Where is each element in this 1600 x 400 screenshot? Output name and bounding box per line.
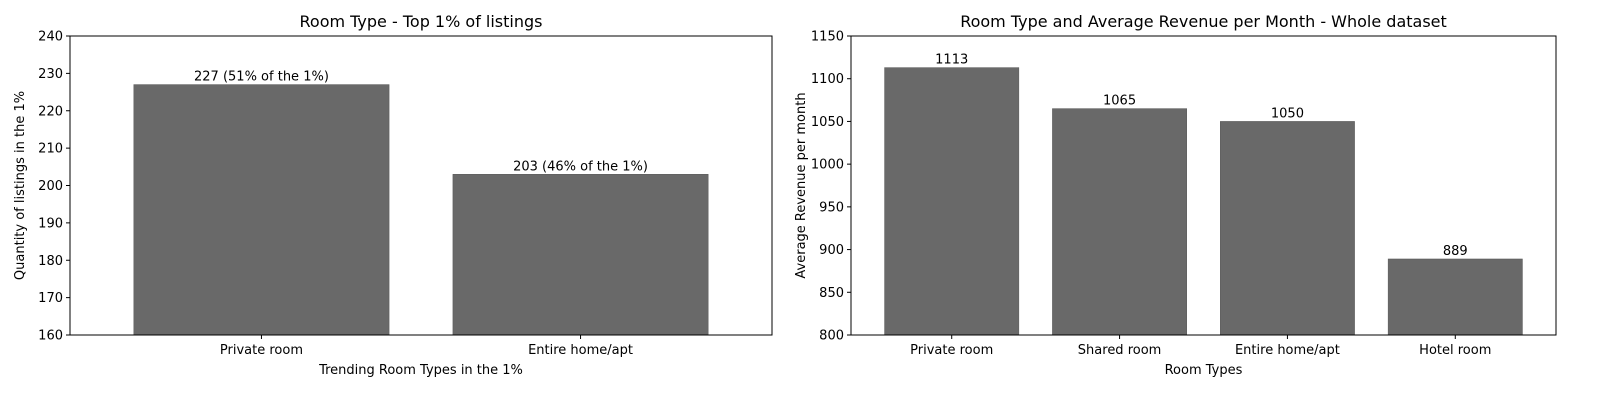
data-label: 203 (46% of the 1%)	[513, 159, 648, 174]
y-axis-label: Quantity of listings in the 1%	[13, 91, 28, 280]
data-labels: 227 (51% of the 1%) 203 (46% of the 1%)	[194, 70, 648, 175]
bars	[884, 67, 1523, 336]
bar-private-room	[884, 67, 1020, 336]
data-label: 1065	[1103, 94, 1136, 109]
x-tick-label: Shared room	[1078, 343, 1162, 358]
y-tick-label: 1100	[811, 72, 844, 87]
plot-frame	[850, 35, 1557, 336]
bar-shared-room	[1052, 108, 1187, 336]
bar-entire-home-apt	[452, 174, 709, 336]
y-tick-label: 950	[819, 200, 844, 215]
bar-private-room	[133, 84, 390, 336]
x-tick-label: Private room	[910, 343, 993, 358]
bars	[133, 84, 709, 336]
x-ticks: Private room Entire home/apt	[220, 335, 633, 358]
y-ticks: 160 170 180 190 200 210 220 230 240	[38, 30, 70, 344]
y-tick-label: 800	[819, 329, 844, 344]
y-tick-label: 180	[38, 254, 63, 269]
x-tick-label: Private room	[220, 343, 303, 358]
y-tick-label: 850	[819, 286, 844, 301]
chart-title: Room Type and Average Revenue per Month …	[960, 12, 1447, 31]
y-tick-label: 170	[38, 291, 63, 306]
chart-room-type-top-1-percent: Room Type - Top 1% of listings Trending …	[13, 12, 773, 378]
chart-title: Room Type - Top 1% of listings	[300, 12, 543, 31]
y-tick-label: 200	[38, 179, 63, 194]
y-tick-label: 1150	[811, 30, 844, 45]
y-tick-label: 220	[38, 104, 63, 119]
x-tick-label: Hotel room	[1419, 343, 1491, 358]
chart-room-type-avg-revenue: Room Type and Average Revenue per Month …	[794, 12, 1557, 378]
x-axis-label: Trending Room Types in the 1%	[318, 363, 523, 378]
y-tick-label: 210	[38, 142, 63, 157]
x-tick-label: Entire home/apt	[1235, 343, 1340, 358]
bar-hotel-room	[1387, 258, 1523, 336]
x-tick-label: Entire home/apt	[528, 343, 633, 358]
x-ticks: Private room Shared room Entire home/apt Ho…	[910, 335, 1491, 358]
y-ticks: 800 850 900 950 1000 1050 1100 1150	[811, 30, 851, 344]
y-tick-label: 900	[819, 243, 844, 258]
y-tick-label: 160	[38, 329, 63, 344]
y-tick-label: 230	[38, 67, 63, 82]
data-labels: 1113 1065 1050 889	[935, 53, 1468, 259]
y-tick-label: 190	[38, 216, 63, 231]
y-axis-label: Average Revenue per month	[794, 92, 809, 278]
data-label: 1113	[935, 53, 968, 68]
data-label: 227 (51% of the 1%)	[194, 70, 329, 85]
data-label: 1050	[1271, 106, 1304, 121]
y-tick-label: 1000	[811, 158, 844, 173]
x-axis-label: Room Types	[1165, 363, 1243, 378]
data-label: 889	[1443, 244, 1468, 259]
y-tick-label: 1050	[811, 115, 844, 130]
bar-entire-home-apt	[1220, 121, 1355, 336]
y-tick-label: 240	[38, 30, 63, 45]
plot-frame	[69, 35, 773, 336]
